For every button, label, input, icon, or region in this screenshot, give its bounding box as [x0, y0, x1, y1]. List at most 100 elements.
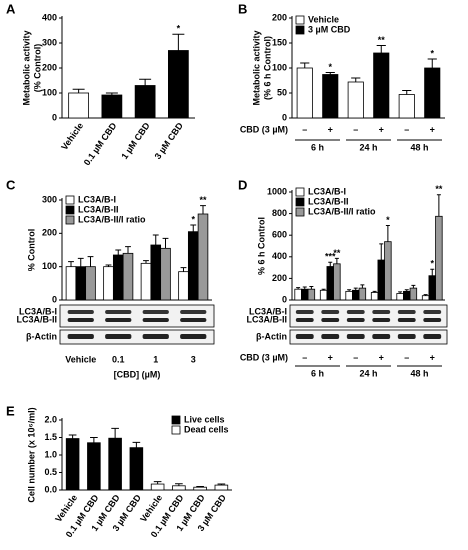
x-tick-label: 1 µM CBD	[119, 120, 152, 161]
y-tick-label: 0	[52, 112, 57, 122]
bar	[428, 275, 436, 301]
y-tick-label: 300	[42, 37, 57, 47]
x-tick-label: +	[430, 352, 435, 362]
band	[67, 310, 94, 314]
y-tick-label: 50	[277, 87, 287, 97]
panel-letter: A	[6, 1, 16, 16]
bar	[301, 288, 309, 301]
significance: ***	[325, 252, 336, 262]
bar	[150, 483, 165, 491]
y-tick-label: 0	[52, 294, 57, 304]
legend-swatch	[65, 195, 75, 205]
x-tick-label: +	[328, 352, 333, 362]
blot-lc3	[289, 304, 448, 328]
error-bar	[296, 287, 301, 290]
significance: *	[328, 62, 332, 72]
error-bar	[190, 224, 197, 232]
bar	[193, 486, 207, 491]
blot-label: β-Actin	[26, 331, 57, 341]
legend-label: Dead cells	[184, 424, 229, 434]
significance: *	[430, 259, 434, 269]
band	[105, 310, 132, 314]
band	[67, 318, 94, 322]
panel-letter: B	[238, 1, 247, 16]
band	[180, 334, 207, 339]
band	[142, 334, 169, 339]
x-tick-label: 3 µM CBD	[153, 120, 186, 161]
y-tick-label: 0	[282, 112, 287, 122]
legend-label: 3 µM CBD	[308, 24, 351, 34]
x-tick-label: –	[353, 352, 358, 362]
y-axis-label: Metabolic activity	[251, 30, 261, 105]
y-tick-label: 0.5	[44, 467, 57, 477]
blot-lc3	[59, 304, 215, 328]
panel-letter: D	[238, 177, 247, 192]
error-bar	[77, 257, 84, 267]
significance: *	[386, 215, 390, 225]
error-bar	[427, 58, 437, 68]
bar	[296, 67, 313, 119]
group-label: 6 h	[311, 368, 324, 378]
y-tick-label: 0.0	[44, 484, 57, 494]
bar	[370, 292, 379, 301]
y-axis-label: % 6 h Control	[256, 217, 266, 275]
legend-swatch	[295, 15, 305, 25]
bar	[75, 266, 87, 301]
band	[397, 310, 416, 314]
y-axis-label: (% Control)	[32, 44, 42, 93]
band	[295, 310, 314, 314]
x-axis-label: [CBD] (µM)	[114, 369, 161, 379]
error-bar	[132, 441, 141, 448]
significance: **	[333, 248, 341, 258]
band	[346, 310, 365, 314]
error-bar	[404, 289, 409, 292]
bar	[373, 52, 390, 119]
bar	[65, 266, 77, 301]
y-axis-label: Cell number (x 10⁶/ml)	[26, 407, 36, 502]
bar	[409, 287, 418, 301]
x-tick-label: 0.1	[112, 354, 125, 364]
significance: **	[199, 195, 207, 205]
significance: *	[191, 214, 195, 224]
error-bar	[153, 481, 162, 485]
bar	[396, 293, 404, 301]
error-bar	[372, 290, 377, 293]
bar	[424, 67, 441, 119]
legend-label: LC3A/B-II	[308, 196, 349, 206]
bar	[65, 438, 80, 491]
legend-label: LC3A/B-I	[308, 186, 346, 196]
error-bar	[300, 62, 310, 68]
bar	[68, 92, 90, 119]
y-tick-label: 600	[272, 230, 287, 240]
error-bar	[436, 194, 441, 217]
blot-actin	[289, 329, 448, 345]
bar	[384, 241, 392, 301]
band	[346, 318, 365, 322]
error-bar	[111, 427, 119, 439]
blot-label: β-Actin	[256, 331, 287, 341]
legend-swatch	[171, 425, 181, 435]
panel-letter: C	[6, 177, 16, 192]
band	[67, 334, 94, 339]
bar	[172, 485, 186, 491]
bar	[103, 266, 114, 301]
y-tick-label: 0	[282, 294, 287, 304]
blot-label: LC3A/B-II	[17, 314, 58, 324]
band	[423, 310, 442, 314]
bar	[187, 231, 199, 301]
x-tick-label: +	[430, 124, 435, 134]
blot-label: LC3A/B-I	[249, 306, 287, 316]
y-tick-label: 400	[42, 12, 57, 22]
bar	[358, 287, 367, 301]
legend-swatch	[295, 25, 305, 35]
bar	[214, 484, 229, 491]
bar	[347, 81, 364, 119]
legend-label: LC3A/B-I	[78, 194, 116, 204]
band	[295, 318, 314, 322]
bar	[294, 288, 302, 301]
error-bar	[328, 261, 333, 267]
y-tick-label: 100	[42, 261, 57, 271]
band	[142, 310, 169, 314]
y-tick-label: 200	[42, 228, 57, 238]
